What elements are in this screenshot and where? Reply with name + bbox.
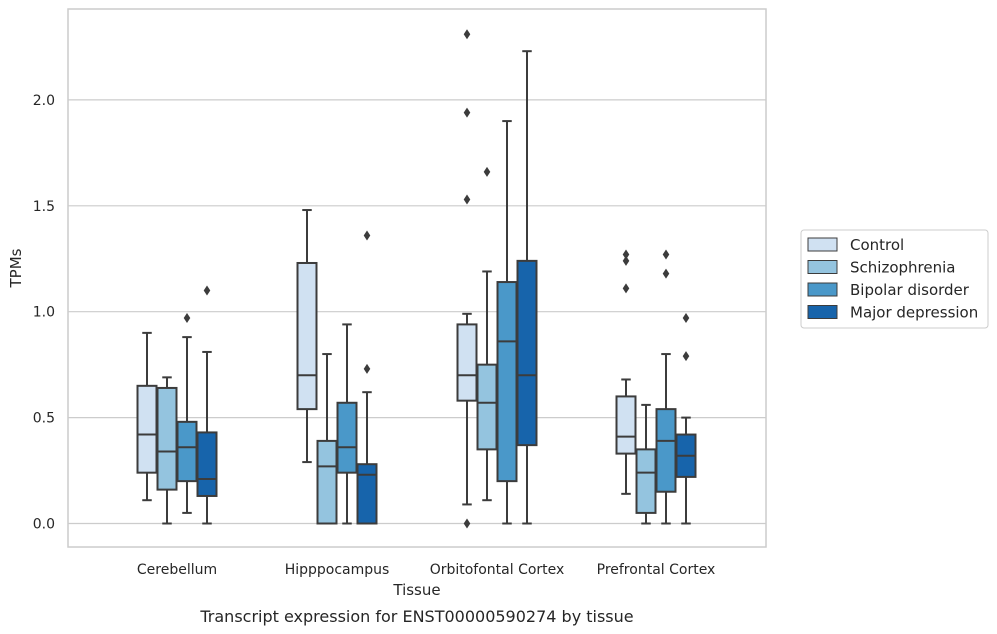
box-plot [635, 403, 657, 525]
box-iqr [516, 259, 538, 447]
box-iqr [356, 463, 378, 525]
legend-label: Major depression [850, 304, 978, 322]
box-iqr [176, 420, 198, 483]
outlier-point [622, 249, 630, 260]
x-axis-label: Tissue [392, 581, 440, 599]
box-plot [655, 249, 677, 525]
outlier-point [183, 313, 191, 324]
box-iqr [156, 386, 178, 491]
x-tick-labels: Cerebellum Hipppocampus Orbitofontal Corte… [137, 562, 715, 578]
outlier-point [662, 249, 670, 260]
box-plot [615, 249, 637, 495]
outlier-point [463, 518, 471, 529]
outlier-point [463, 194, 471, 205]
outlier-point [363, 363, 371, 374]
legend-swatch [807, 237, 838, 252]
box-plot [456, 29, 478, 529]
box-iqr [296, 261, 318, 411]
y-tick-label: 0.0 [33, 517, 55, 533]
x-tick-label: Cerebellum [137, 562, 217, 578]
y-tick-label: 1.5 [33, 199, 55, 215]
outlier-point [682, 313, 690, 324]
outlier-point [662, 268, 670, 279]
outlier-point [463, 29, 471, 40]
box-plot [136, 331, 158, 502]
legend-swatch [807, 282, 838, 297]
box-plots [136, 29, 697, 529]
legend: Control Schizophrenia Bipolar disorder Majo… [800, 229, 989, 329]
box-iqr [615, 395, 637, 455]
box-plot [516, 50, 538, 525]
y-axis-label: TPMs [7, 248, 25, 288]
outlier-point [682, 351, 690, 362]
box-plot [336, 323, 358, 525]
box-plot [496, 120, 518, 525]
box-iqr [496, 281, 518, 483]
outlier-point [622, 283, 630, 294]
y-tick-label: 1.0 [33, 305, 55, 321]
outlier-point [622, 255, 630, 266]
x-tick-label: Prefrontal Cortex [597, 562, 716, 578]
box-plot [476, 166, 498, 502]
box-iqr [336, 401, 358, 474]
box-iqr [476, 363, 498, 451]
box-plot [296, 209, 318, 464]
box-plot [316, 353, 338, 525]
box-iqr [136, 384, 158, 474]
box-iqr [316, 439, 338, 525]
box-iqr [655, 408, 677, 493]
plot-frame [67, 8, 767, 548]
x-tick-label: Hipppocampus [285, 562, 390, 578]
chart-caption: Transcript expression for ENST0000059027… [199, 607, 633, 626]
outlier-point [483, 166, 491, 177]
y-tick-label: 0.5 [33, 411, 55, 427]
legend-frame [800, 229, 989, 329]
box-iqr [635, 448, 657, 514]
legend-label: Bipolar disorder [850, 281, 970, 299]
box-plot [356, 230, 378, 525]
box-plot [675, 313, 697, 525]
outlier-point [203, 285, 211, 296]
y-tick-label: 2.0 [33, 93, 55, 109]
box-plot [176, 313, 198, 514]
legend-swatch [807, 260, 838, 274]
box-iqr [196, 431, 218, 497]
x-tick-label: Orbitofontal Cortex [430, 562, 565, 578]
outlier-point [363, 230, 371, 241]
box-plot [196, 285, 218, 525]
outlier-point [463, 107, 471, 118]
legend-label: Schizophrenia [850, 259, 955, 277]
y-tick-labels: 0.0 0.5 1.0 1.5 2.0 [33, 93, 55, 533]
legend-swatch [807, 305, 838, 319]
legend-label: Control [850, 236, 904, 254]
box-iqr [456, 323, 478, 402]
box-plot [156, 376, 178, 525]
